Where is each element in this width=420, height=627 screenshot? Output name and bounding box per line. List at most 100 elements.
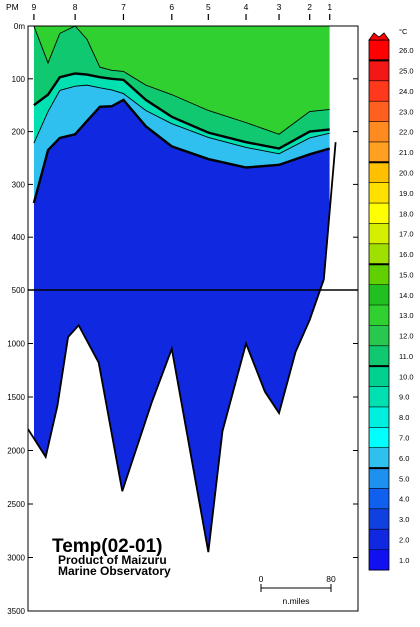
axis-layer: 0m10020030040050010001500200025003000350…: [7, 2, 358, 616]
scale-start-label: 0: [259, 574, 264, 584]
colorbar-label-11: 11.0: [399, 352, 413, 361]
colorbar-label-17: 17.0: [399, 230, 414, 239]
water-band-8-to-10: [33, 73, 330, 154]
colorbar-swatch-4: [369, 488, 389, 510]
station-label-4: 4: [244, 2, 249, 12]
colorbar-swatch-23: [369, 101, 389, 123]
station-label-8: 8: [73, 2, 78, 12]
colorbar-swatch-2: [369, 529, 389, 551]
colorbar-label-15: 15.0: [399, 270, 414, 279]
station-label-2: 2: [307, 2, 312, 12]
colorbar-label-22: 22.0: [399, 128, 414, 137]
colorbar-swatch-11: [369, 345, 389, 367]
y-tick-label-300: 300: [12, 180, 26, 189]
colorbar-swatch-14: [369, 284, 389, 306]
station-label-9: 9: [32, 2, 37, 12]
plot-frame: [27, 25, 359, 612]
isotherm-10: [33, 72, 330, 150]
y-tick-label-1000: 1000: [7, 340, 25, 349]
station-label-5: 5: [206, 2, 211, 12]
colorbar-label-13: 13.0: [399, 311, 414, 320]
colorbar-label-6: 6.0: [399, 454, 409, 463]
colorbar-swatch-22: [369, 121, 389, 143]
station-label-3: 3: [277, 2, 282, 12]
colorbar-swatch-21: [369, 141, 389, 163]
colorbar-label-16: 16.0: [399, 250, 414, 259]
colorbar-label-1: 1.0: [399, 556, 409, 565]
y-tick-label-3000: 3000: [7, 554, 25, 563]
colorbar-label-20: 20.0: [399, 169, 414, 178]
colorbar-label-10: 10.0: [399, 372, 414, 381]
colorbar-swatch-3: [369, 508, 389, 530]
colorbar-swatch-19: [369, 182, 389, 204]
distance-scale: 0 80 n.miles: [259, 574, 336, 606]
colorbar-swatch-13: [369, 305, 389, 326]
colorbar-label-14: 14.0: [399, 291, 414, 300]
outside-left-mask: [28, 26, 34, 611]
colorbar-label-12: 12.0: [399, 332, 414, 341]
y-tick-label-500: 500: [12, 286, 26, 295]
water-band-above-13: [33, 26, 330, 135]
colorbar-swatch-17: [369, 223, 389, 245]
water-band-5-to-8: [33, 85, 330, 203]
colorbar-swatch-20: [369, 162, 389, 184]
scale-end-label: 80: [326, 574, 336, 584]
y-tick-label-200: 200: [12, 128, 26, 137]
credit-line-1: Product of Maizuru: [58, 553, 167, 567]
colorbar-swatch-10: [369, 366, 389, 388]
colorbar-swatch-6: [369, 447, 389, 469]
credit-line-2: Marine Observatory: [58, 564, 171, 578]
seafloor-mask: [28, 142, 341, 611]
colorbar-swatch-8: [369, 406, 389, 428]
colorbar-swatch-16: [369, 243, 389, 265]
colorbar-label-18: 18.0: [399, 209, 414, 218]
bottom-profile-line: [28, 142, 337, 553]
x-axis-label: PM: [6, 2, 19, 12]
colorbar-swatch-1: [369, 549, 389, 571]
isotherm-8: [33, 84, 330, 155]
colorbar-label-21: 21.0: [399, 148, 414, 157]
colorbar-swatch-15: [369, 264, 389, 286]
colorbar-label-3: 3.0: [399, 515, 409, 524]
temperature-fill-layer: [28, 26, 358, 611]
scale-unit-label: n.miles: [283, 596, 310, 606]
colorbar-label-9: 9.0: [399, 393, 409, 402]
colorbar-swatch-12: [369, 325, 389, 347]
colorbar-unit: °C: [399, 27, 408, 36]
colorbar-swatch-18: [369, 203, 389, 224]
colorbar-swatch-26: [369, 40, 389, 61]
colorbar-label-24: 24.0: [399, 87, 414, 96]
colorbar-swatch-9: [369, 386, 389, 408]
isotherm-13: [33, 26, 330, 135]
y-tick-label-2000: 2000: [7, 447, 25, 456]
station-label-6: 6: [169, 2, 174, 12]
y-tick-label-2500: 2500: [7, 500, 25, 509]
bottom-profile-layer: [28, 142, 337, 553]
station-label-7: 7: [121, 2, 126, 12]
colorbar-label-4: 4.0: [399, 495, 409, 504]
colorbar-label-7: 7.0: [399, 434, 409, 443]
y-tick-label-3500: 3500: [7, 607, 25, 616]
isotherm-5: [32, 98, 331, 204]
colorbar-swatch-7: [369, 427, 389, 449]
colorbar-label-23: 23.0: [399, 107, 414, 116]
colorbar-label-25: 25.0: [399, 67, 414, 76]
colorbar-label-19: 19.0: [399, 189, 414, 198]
colorbar-top-cap: [368, 32, 390, 41]
station-label-1: 1: [327, 2, 332, 12]
colorbar-label-2: 2.0: [399, 535, 409, 544]
title-block: Temp(02-01) Product of Maizuru Marine Ob…: [52, 536, 171, 578]
outside-right-mask: [329, 26, 358, 611]
colorbar-swatch-5: [369, 468, 389, 489]
y-tick-label-0: 0m: [14, 22, 25, 31]
y-tick-label-400: 400: [12, 233, 26, 242]
colorbar-label-5: 5.0: [399, 474, 409, 483]
colorbar-swatch-24: [369, 80, 389, 102]
colorbar-label-8: 8.0: [399, 413, 409, 422]
colorbar: 26.0 25.0 24.0 23.0 22.0 21.0 20.0 19.0 18.0 17.0…: [368, 27, 414, 571]
y-tick-label-100: 100: [12, 75, 26, 84]
colorbar-label-26: 26.0: [399, 46, 414, 55]
colorbar-swatch-25: [369, 60, 389, 82]
